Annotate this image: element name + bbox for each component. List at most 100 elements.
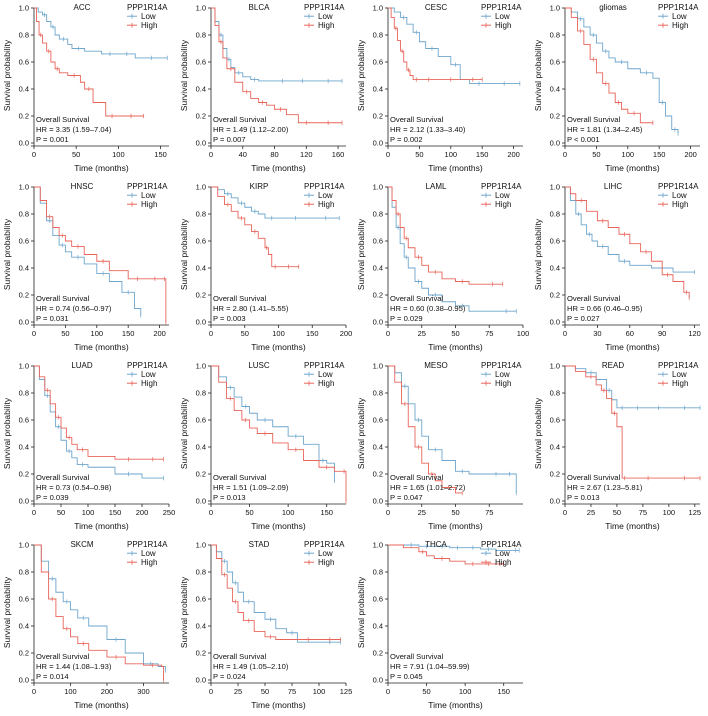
x-tick-label: 150 — [320, 508, 333, 517]
y-tick-label: 0.6 — [19, 416, 29, 425]
y-tick-label: 1.0 — [373, 4, 383, 13]
x-tick-label: 300 — [137, 687, 150, 696]
y-tick-label: 0.0 — [373, 318, 383, 327]
x-tick-label: 0 — [209, 329, 213, 338]
panel-title: LUAD — [71, 361, 93, 370]
legend-label-high: High — [141, 21, 157, 30]
y-tick-label: 0.0 — [373, 676, 383, 685]
panel-title: THCA — [425, 540, 447, 549]
panel-title: SKCM — [70, 540, 93, 549]
x-tick-label: 200 — [153, 329, 166, 338]
y-tick-label: 0.6 — [19, 237, 29, 246]
km-curve-high — [565, 186, 690, 298]
km-panel-lusc: 0.0 0.2 0.4 0.6 0.8 1.0 0 50 100 150 Time (months)… — [177, 358, 354, 537]
p-value: P = 0.014 — [36, 672, 69, 681]
y-tick-label: 0.0 — [196, 318, 206, 327]
y-tick-label: 1.0 — [550, 362, 560, 371]
legend-title: PPP1R14A — [304, 540, 345, 549]
km-plot-svg: 0.0 0.2 0.4 0.6 0.8 1.0 0 100 200 300 Time (months… — [2, 540, 169, 710]
x-tick-label: 100 — [445, 150, 458, 159]
p-value: P = 0.003 — [213, 314, 246, 323]
x-axis-title: Time (months) — [74, 521, 129, 531]
y-tick-label: 0.6 — [550, 237, 560, 246]
x-tick-label: 25 — [418, 329, 426, 338]
y-tick-label: 0.4 — [550, 85, 560, 94]
legend-title: PPP1R14A — [481, 361, 522, 370]
legend-title: PPP1R14A — [481, 182, 522, 191]
km-curve-low — [211, 365, 335, 481]
y-axis-title: Survival probability — [356, 218, 366, 290]
km-curve-high — [34, 544, 164, 680]
y-tick-label: 0.8 — [373, 210, 383, 219]
legend-label-low: Low — [318, 370, 333, 379]
x-axis-title: Time (months) — [605, 163, 660, 173]
y-tick-label: 0.6 — [373, 58, 383, 67]
x-axis-title: Time (months) — [428, 342, 483, 352]
x-tick-label: 25 — [234, 687, 242, 696]
x-tick-label: 100 — [272, 329, 285, 338]
legend-label-low: Low — [672, 191, 687, 200]
panel-title: READ — [602, 361, 624, 370]
x-tick-label: 75 — [639, 508, 647, 517]
y-tick-label: 0.0 — [373, 497, 383, 506]
legend-label-high: High — [672, 21, 688, 30]
km-plot-svg: 0.0 0.2 0.4 0.6 0.8 1.0 0 50 100 150 200 Time (mont… — [179, 182, 352, 352]
panel-title: STAD — [249, 540, 270, 549]
x-tick-label: 0 — [32, 508, 36, 517]
hazard-ratio: HR = 1.81 (1.34–2.45) — [567, 125, 643, 134]
x-tick-label: 50 — [261, 687, 269, 696]
hazard-ratio: HR = 1.51 (1.09–2.09) — [213, 483, 289, 492]
km-panel-cesc: 0.0 0.2 0.4 0.6 0.8 1.0 0 50 100 150 200 Time (mont… — [354, 0, 531, 179]
y-axis-title: Survival probability — [533, 39, 543, 111]
p-value: P = 0.045 — [390, 672, 423, 681]
x-tick-label: 100 — [459, 687, 472, 696]
y-tick-label: 0.8 — [550, 31, 560, 40]
p-value: P = 0.007 — [213, 135, 246, 144]
y-tick-label: 0.4 — [550, 443, 560, 452]
y-tick-label: 1.0 — [19, 4, 29, 13]
y-tick-label: 0.2 — [373, 649, 383, 658]
y-tick-label: 0.8 — [19, 389, 29, 398]
stat-title: Overall Survival — [213, 652, 266, 661]
legend-label-low: Low — [495, 370, 510, 379]
stat-title: Overall Survival — [390, 294, 443, 303]
panel-title: BLCA — [249, 3, 271, 12]
x-tick-label: 50 — [415, 150, 423, 159]
y-tick-label: 1.0 — [373, 541, 383, 550]
x-tick-label: 200 — [684, 150, 697, 159]
y-tick-label: 0.4 — [19, 264, 29, 273]
legend-label-high: High — [495, 558, 511, 567]
x-tick-label: 100 — [282, 508, 295, 517]
y-axis-title: Survival probability — [179, 397, 189, 469]
x-tick-label: 60 — [626, 329, 634, 338]
km-curve-high — [34, 7, 144, 117]
y-tick-label: 0.0 — [19, 139, 29, 148]
y-tick-label: 1.0 — [196, 183, 206, 192]
y-tick-label: 0.4 — [373, 264, 383, 273]
y-axis-title: Survival probability — [179, 39, 189, 111]
x-tick-label: 75 — [288, 687, 296, 696]
y-tick-label: 0.8 — [373, 568, 383, 577]
x-tick-label: 200 — [507, 150, 520, 159]
km-panel-stad: 0.0 0.2 0.4 0.6 0.8 1.0 0 25 50 75 100 125 Time (mon… — [177, 537, 354, 716]
y-tick-label: 0.0 — [550, 139, 560, 148]
p-value: P = 0.031 — [36, 314, 69, 323]
km-plot-svg: 0.0 0.2 0.4 0.6 0.8 1.0 0 30 60 90 120 Time (months… — [533, 182, 701, 352]
y-tick-label: 0.6 — [196, 416, 206, 425]
y-tick-label: 0.6 — [550, 416, 560, 425]
x-tick-label: 75 — [485, 329, 493, 338]
y-tick-label: 0.6 — [373, 237, 383, 246]
x-tick-label: 100 — [622, 150, 635, 159]
km-curve-low — [211, 186, 340, 219]
y-tick-label: 0.8 — [19, 31, 29, 40]
x-tick-label: 90 — [658, 329, 666, 338]
y-tick-label: 0.4 — [19, 85, 29, 94]
y-tick-label: 0.0 — [19, 497, 29, 506]
x-tick-label: 50 — [451, 329, 459, 338]
x-tick-label: 100 — [64, 687, 77, 696]
y-tick-label: 0.0 — [196, 139, 206, 148]
km-curve-high — [34, 365, 164, 460]
km-curve-low — [34, 365, 164, 479]
y-tick-label: 0.6 — [196, 595, 206, 604]
p-value: P = 0.002 — [390, 135, 423, 144]
